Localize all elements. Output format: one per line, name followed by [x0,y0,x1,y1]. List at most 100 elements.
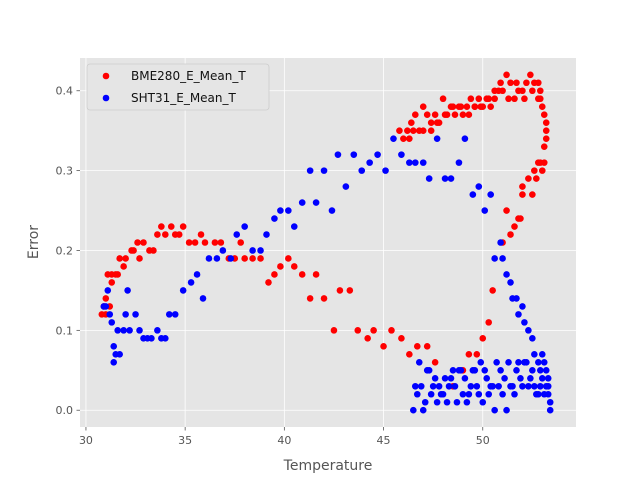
point-BME280_E_Mean_T [277,263,284,270]
point-BME280_E_Mean_T [497,79,504,87]
point-BME280_E_Mean_T [485,319,493,326]
point-SHT31_E_Mean_T [342,183,350,190]
point-BME280_E_Mean_T [364,335,371,342]
point-SHT31_E_Mean_T [162,335,169,342]
point-SHT31_E_Mean_T [187,279,195,286]
point-BME280_E_Mean_T [413,343,421,350]
legend: BME280_E_Mean_T SHT31_E_Mean_T [86,63,270,111]
point-BME280_E_Mean_T [531,167,538,174]
point-BME280_E_Mean_T [489,287,496,294]
point-SHT31_E_Mean_T [507,382,514,390]
point-BME280_E_Mean_T [525,175,532,182]
point-BME280_E_Mean_T [523,79,530,87]
point-SHT31_E_Mean_T [441,374,449,382]
legend-label-bme280: BME280_E_Mean_T [131,69,246,83]
point-BME280_E_Mean_T [285,255,292,262]
point-BME280_E_Mean_T [158,223,165,230]
point-BME280_E_Mean_T [540,159,548,166]
point-BME280_E_Mean_T [130,247,137,254]
point-BME280_E_Mean_T [404,127,411,134]
point-BME280_E_Mean_T [457,103,465,111]
point-SHT31_E_Mean_T [406,159,413,166]
point-SHT31_E_Mean_T [503,406,510,414]
point-SHT31_E_Mean_T [461,135,469,142]
point-SHT31_E_Mean_T [271,215,278,222]
point-SHT31_E_Mean_T [382,167,389,174]
point-SHT31_E_Mean_T [312,199,320,206]
point-SHT31_E_Mean_T [515,311,522,318]
point-SHT31_E_Mean_T [529,335,536,342]
point-SHT31_E_Mean_T [525,327,532,334]
point-SHT31_E_Mean_T [459,390,467,398]
point-BME280_E_Mean_T [505,95,512,103]
y-axis-label: Error [26,225,42,259]
point-BME280_E_Mean_T [423,343,431,350]
point-SHT31_E_Mean_T [171,311,179,318]
point-SHT31_E_Mean_T [233,231,241,238]
point-SHT31_E_Mean_T [249,247,256,254]
point-BME280_E_Mean_T [380,343,387,350]
point-SHT31_E_Mean_T [390,135,397,142]
point-SHT31_E_Mean_T [463,398,471,406]
point-SHT31_E_Mean_T [374,151,381,158]
point-SHT31_E_Mean_T [481,366,489,374]
point-BME280_E_Mean_T [521,95,528,103]
point-BME280_E_Mean_T [290,263,298,270]
point-BME280_E_Mean_T [122,255,129,262]
point-SHT31_E_Mean_T [132,311,139,318]
point-BME280_E_Mean_T [459,111,467,119]
point-BME280_E_Mean_T [467,95,475,103]
point-BME280_E_Mean_T [134,239,141,246]
point-SHT31_E_Mean_T [193,271,201,278]
point-BME280_E_Mean_T [513,79,520,87]
point-SHT31_E_Mean_T [519,303,526,310]
point-SHT31_E_Mean_T [213,255,221,262]
point-SHT31_E_Mean_T [531,382,538,390]
point-SHT31_E_Mean_T [431,374,439,382]
point-SHT31_E_Mean_T [410,406,417,414]
point-BME280_E_Mean_T [116,255,123,262]
y-tick-label: 0.0 [56,404,74,417]
point-BME280_E_Mean_T [441,111,449,119]
point-SHT31_E_Mean_T [165,311,173,318]
point-SHT31_E_Mean_T [425,175,433,182]
point-SHT31_E_Mean_T [499,255,506,262]
point-BME280_E_Mean_T [542,127,550,134]
point-BME280_E_Mean_T [451,111,459,119]
point-BME280_E_Mean_T [431,111,439,119]
point-SHT31_E_Mean_T [485,390,493,398]
point-SHT31_E_Mean_T [475,390,483,398]
point-SHT31_E_Mean_T [290,223,298,230]
point-BME280_E_Mean_T [449,103,457,111]
point-SHT31_E_Mean_T [205,255,213,262]
point-BME280_E_Mean_T [463,103,471,111]
point-SHT31_E_Mean_T [257,247,264,254]
point-SHT31_E_Mean_T [114,327,121,334]
point-BME280_E_Mean_T [507,79,514,87]
point-SHT31_E_Mean_T [320,167,328,174]
point-SHT31_E_Mean_T [536,366,544,374]
point-SHT31_E_Mean_T [461,374,469,382]
point-BME280_E_Mean_T [527,71,534,79]
point-SHT31_E_Mean_T [108,319,116,326]
point-SHT31_E_Mean_T [417,382,425,390]
point-BME280_E_Mean_T [535,95,542,103]
point-SHT31_E_Mean_T [517,374,524,382]
point-SHT31_E_Mean_T [334,151,342,158]
point-BME280_E_Mean_T [475,95,483,103]
point-BME280_E_Mean_T [419,127,427,134]
point-BME280_E_Mean_T [433,119,441,126]
point-BME280_E_Mean_T [150,247,157,254]
point-SHT31_E_Mean_T [469,191,477,198]
point-SHT31_E_Mean_T [455,159,463,166]
y-tick-label: 0.4 [56,85,74,98]
point-SHT31_E_Mean_T [441,175,449,182]
x-axis-ticks: 30 35 40 45 50 [79,427,490,447]
point-BME280_E_Mean_T [542,135,550,142]
point-BME280_E_Mean_T [439,95,447,103]
point-SHT31_E_Mean_T [540,359,548,366]
point-BME280_E_Mean_T [538,167,546,174]
point-BME280_E_Mean_T [197,231,205,238]
point-BME280_E_Mean_T [538,103,546,111]
point-BME280_E_Mean_T [511,223,518,230]
